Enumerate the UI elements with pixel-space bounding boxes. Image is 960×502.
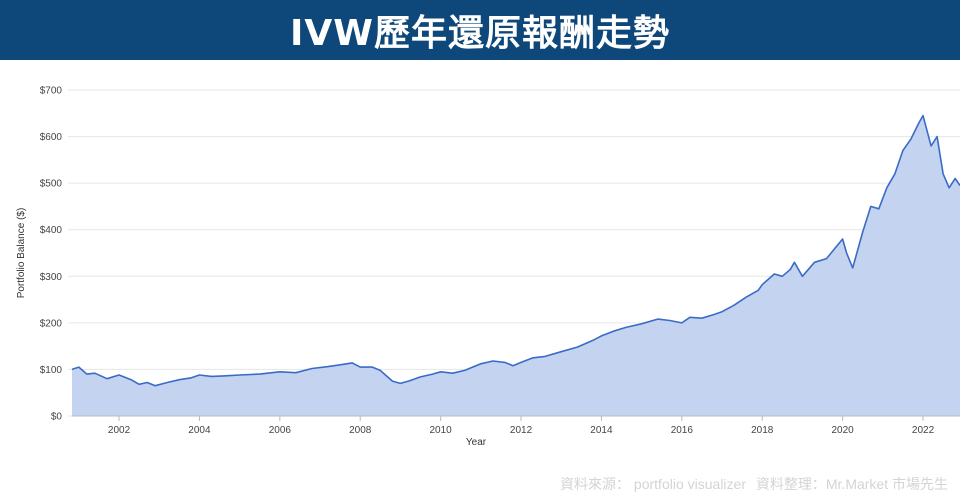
y-tick-label: $200 xyxy=(40,318,63,329)
x-tick-label: 2004 xyxy=(188,425,211,436)
x-tick-label: 2014 xyxy=(590,425,613,436)
page-title: IVW歷年還原報酬走勢 xyxy=(290,13,670,54)
data-credit: 資料來源： portfolio visualizer 資料整理：Mr.Marke… xyxy=(554,474,948,494)
y-tick-label: $700 xyxy=(40,86,63,97)
x-tick-label: 2002 xyxy=(108,425,131,436)
x-tick-label: 2022 xyxy=(912,425,935,436)
portfolio-balance-chart: $0 $100 $200 $300 $400 $500 $600 $700 2002 2004 20… xyxy=(16,86,960,448)
x-tick-label: 2006 xyxy=(269,425,292,436)
series-line xyxy=(71,114,960,387)
x-tick-label: 2020 xyxy=(831,425,854,436)
data-compiler-credit: 資料整理：Mr.Market 市場先生 xyxy=(755,476,948,492)
y-tick-label: $100 xyxy=(40,365,63,376)
y-tick-label: $400 xyxy=(40,225,63,236)
series-area xyxy=(72,115,960,416)
x-tick-label: 2018 xyxy=(751,425,774,436)
x-axis-title: Year xyxy=(466,437,487,448)
y-axis-title: Portfolio Balance ($) xyxy=(16,208,27,299)
x-tick-label: 2012 xyxy=(510,425,533,436)
x-tick-label: 2008 xyxy=(349,425,372,436)
data-source-credit: 資料來源： portfolio visualizer xyxy=(560,476,746,492)
x-tick-label: 2016 xyxy=(671,425,694,436)
y-tick-label: $0 xyxy=(51,412,63,423)
title-banner: IVW歷年還原報酬走勢 xyxy=(0,0,960,60)
x-tick-label: 2010 xyxy=(430,425,453,436)
y-tick-label: $600 xyxy=(40,132,63,143)
y-tick-label: $500 xyxy=(40,179,63,190)
y-tick-label: $300 xyxy=(40,272,63,283)
